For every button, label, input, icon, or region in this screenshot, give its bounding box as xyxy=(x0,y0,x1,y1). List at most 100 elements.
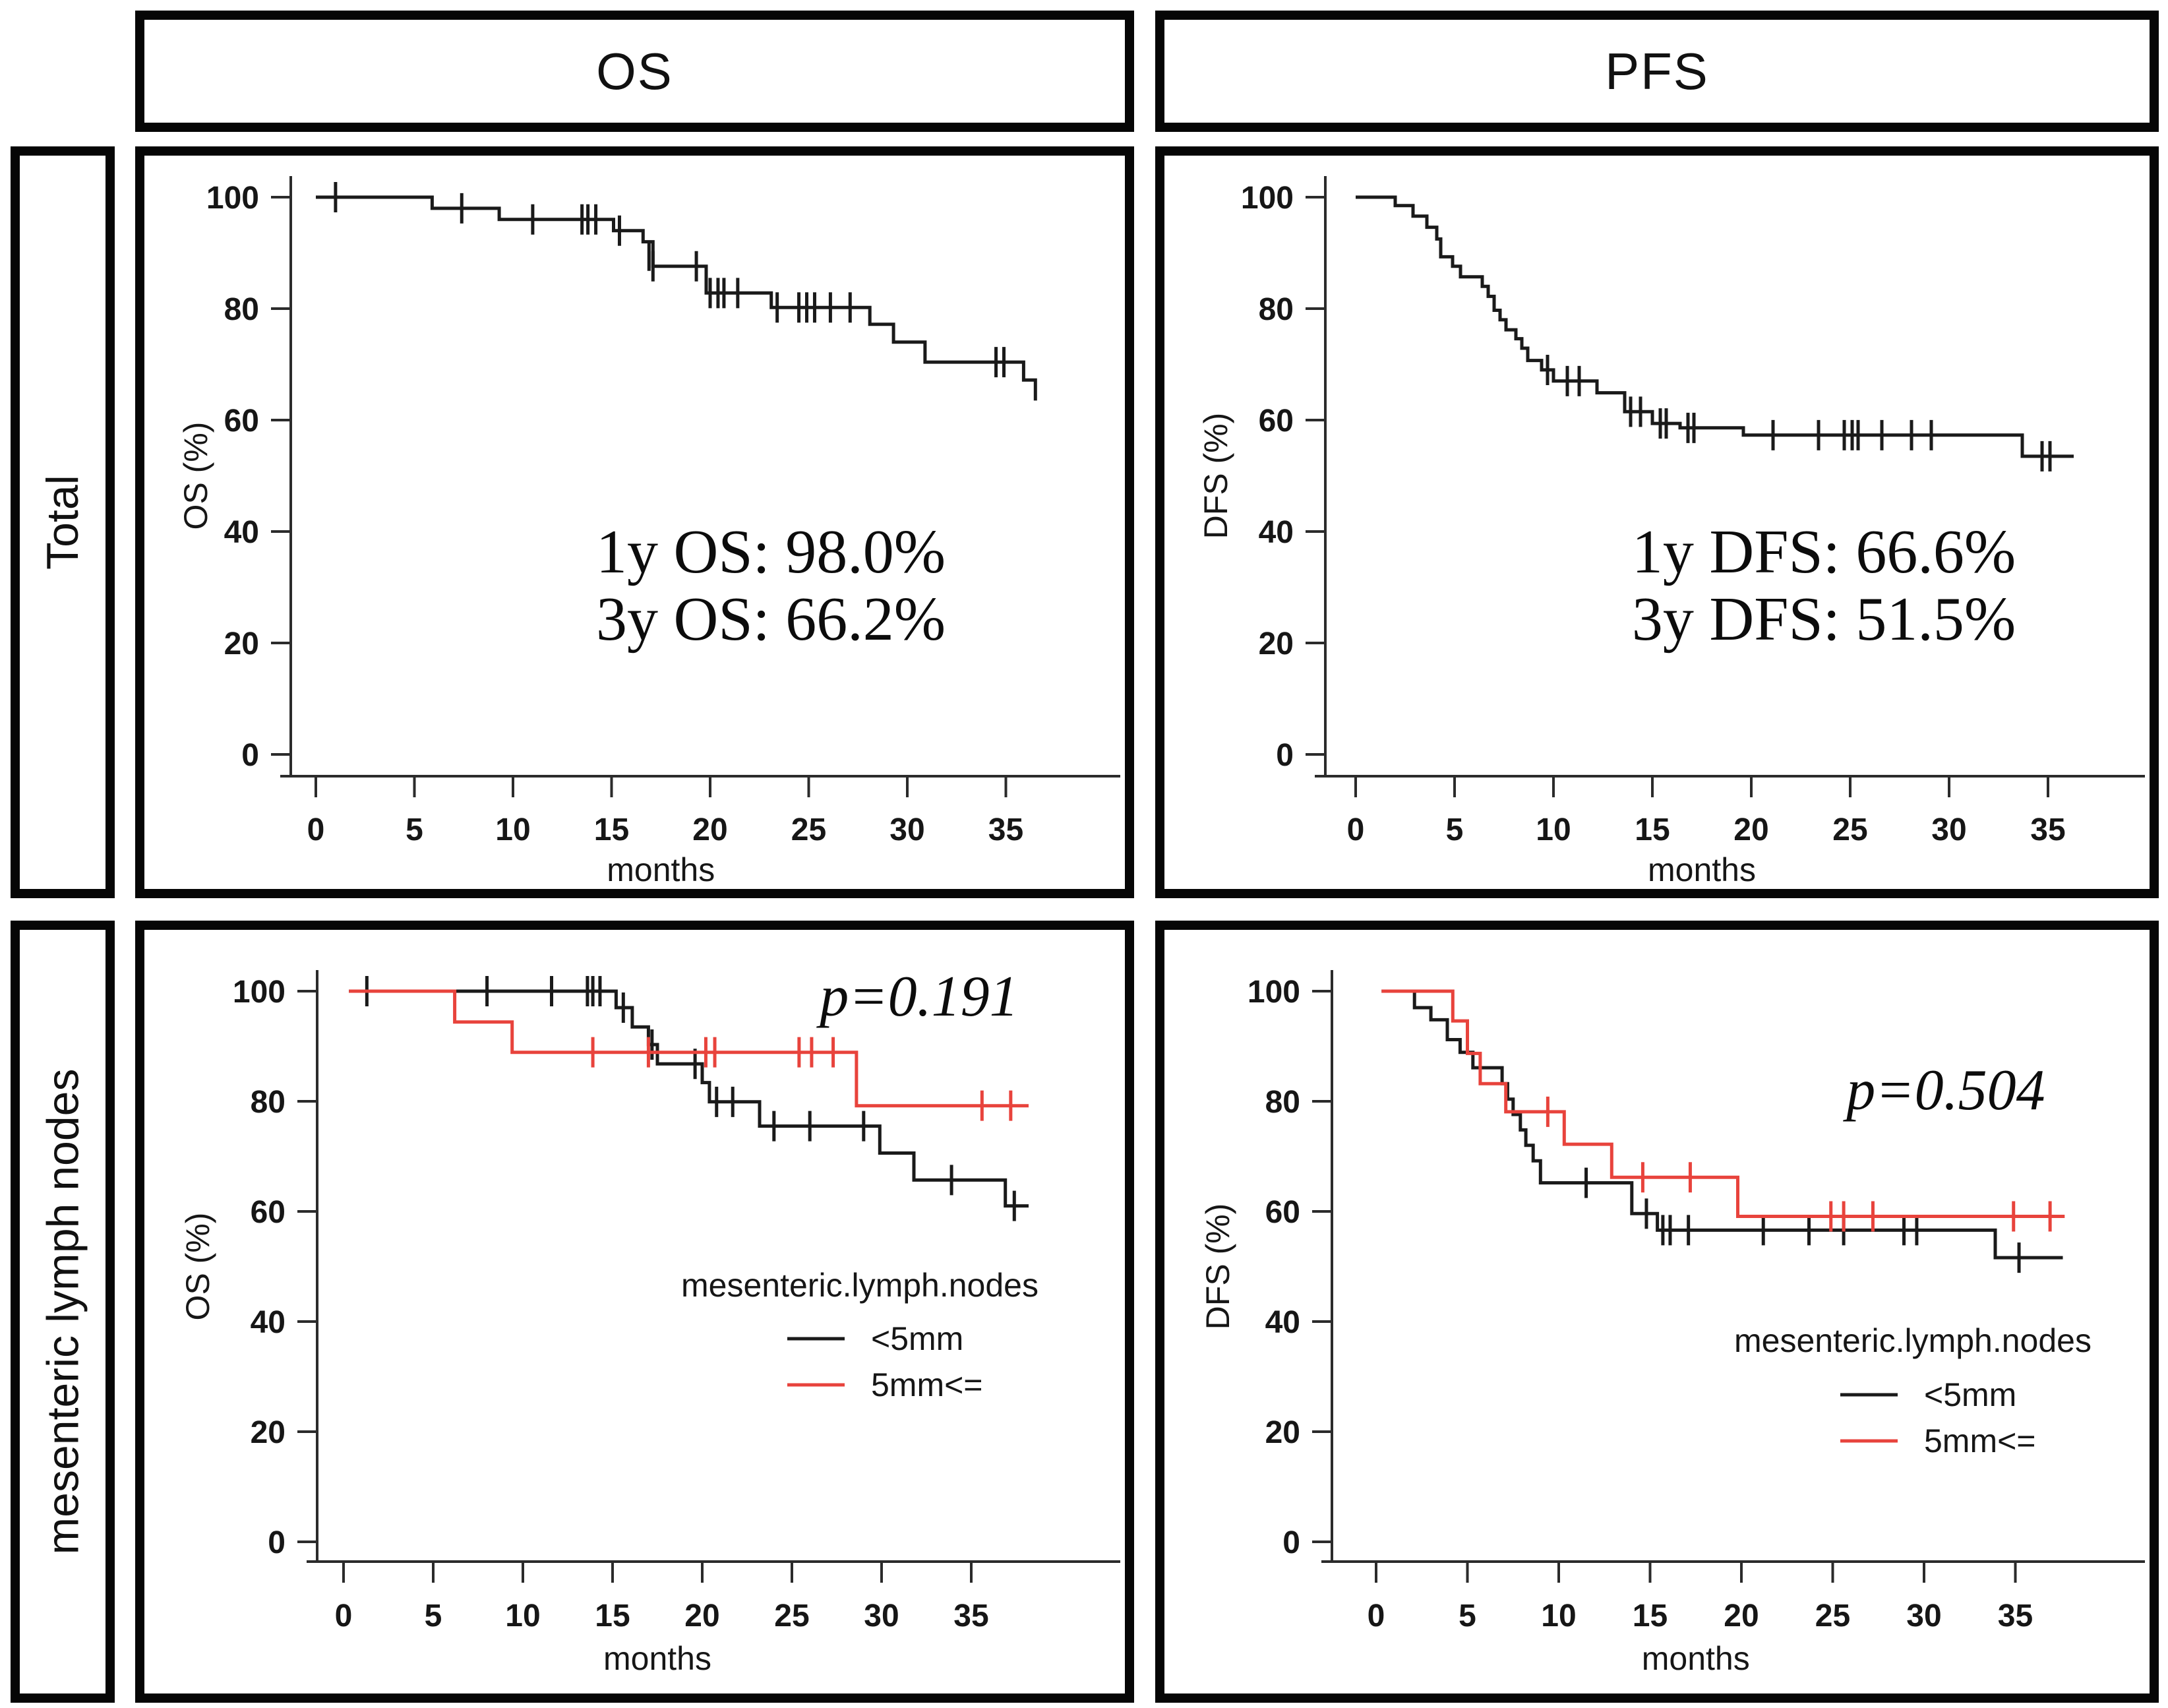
y-tick-label: 100 xyxy=(206,181,259,216)
x-tick-label: 35 xyxy=(1998,1599,2033,1633)
x-tick-label: 20 xyxy=(1733,812,1768,847)
tick-labels: 0 20 40 60 80 100 0 5 10 15 20 25 30 35 xyxy=(1248,975,2033,1633)
survival-annotation: 1y DFS: 66.6% xyxy=(1632,518,2016,586)
y-tick-label: 40 xyxy=(251,1305,286,1340)
y-tick-label: 20 xyxy=(1265,1415,1300,1450)
y-tick-label: 60 xyxy=(1259,404,1294,439)
censor-marks-OS xyxy=(334,182,1006,378)
x-axis-title: months xyxy=(1648,851,1756,888)
x-tick-label: 20 xyxy=(692,812,727,847)
y-tick-label: 60 xyxy=(224,404,259,439)
x-tick-label: 35 xyxy=(988,812,1023,847)
x-tick-label: 30 xyxy=(864,1599,899,1633)
km-chart-mln-os: 0 20 40 60 80 100 0 5 10 15 20 25 30 35 months OS (%) p=… xyxy=(179,965,1120,1677)
x-tick-label: 10 xyxy=(495,812,530,847)
legend-item-label: <5mm xyxy=(1924,1376,2016,1413)
panel-total-os: 0 20 40 60 80 100 0 5 10 15 20 25 30 35 months OS (%) 1y… xyxy=(135,146,1134,898)
x-tick-label: 0 xyxy=(335,1599,353,1633)
y-tick-label: 80 xyxy=(1259,292,1294,327)
panel-mln-pfs: 0 20 40 60 80 100 0 5 10 15 20 25 30 35 months DFS (%) p… xyxy=(1155,921,2159,1703)
x-tick-label: 0 xyxy=(1347,812,1365,847)
row-header-total: Total xyxy=(11,146,115,898)
p-value-label: p=0.504 xyxy=(1842,1058,2045,1122)
x-tick-label: 20 xyxy=(684,1599,719,1633)
axes xyxy=(1306,176,2145,797)
panel-mln-os: 0 20 40 60 80 100 0 5 10 15 20 25 30 35 months OS (%) p=… xyxy=(135,921,1134,1703)
x-tick-label: 20 xyxy=(1724,1599,1759,1633)
x-tick-label: 25 xyxy=(1832,812,1867,847)
column-header-os-label: OS xyxy=(596,42,673,100)
survival-annotation: 3y DFS: 51.5% xyxy=(1632,585,2016,654)
tick-labels: 0 20 40 60 80 100 0 5 10 15 20 25 30 35 xyxy=(233,975,989,1633)
legend-item-label: 5mm<= xyxy=(871,1366,983,1403)
legend-title: mesenteric.lymph.nodes xyxy=(681,1267,1039,1304)
x-tick-label: 35 xyxy=(953,1599,988,1633)
x-tick-label: 5 xyxy=(406,812,423,847)
x-tick-label: 30 xyxy=(1906,1599,1941,1633)
y-tick-label: 60 xyxy=(1265,1195,1300,1230)
y-axis-title: DFS (%) xyxy=(1199,1204,1236,1330)
column-header-pfs: PFS xyxy=(1155,11,2159,132)
x-tick-label: 10 xyxy=(1536,812,1571,847)
km-curve-DFS xyxy=(1356,195,2074,458)
x-tick-label: 30 xyxy=(1931,812,1966,847)
km-chart-total-os: 0 20 40 60 80 100 0 5 10 15 20 25 30 35 months OS (%) 1y… xyxy=(177,176,1120,888)
legend: mesenteric.lymph.nodes <5mm 5mm<= xyxy=(681,1267,1039,1403)
y-tick-label: 20 xyxy=(1259,626,1294,661)
y-tick-label: 40 xyxy=(224,515,259,550)
y-tick-label: 80 xyxy=(224,292,259,327)
legend: mesenteric.lymph.nodes <5mm 5mm<= xyxy=(1734,1322,2092,1459)
y-tick-label: 40 xyxy=(1265,1305,1300,1340)
x-axis-title: months xyxy=(607,851,715,888)
y-tick-label: 80 xyxy=(1265,1085,1300,1120)
row-header-total-label: Total xyxy=(38,475,88,570)
y-tick-label: 0 xyxy=(241,738,259,773)
km-curve-5mm<= xyxy=(1381,989,2065,1218)
x-tick-label: 25 xyxy=(1815,1599,1850,1633)
y-tick-label: 20 xyxy=(251,1415,286,1450)
column-header-pfs-label: PFS xyxy=(1605,42,1709,100)
row-header-mesenteric-lymph-nodes-label: mesenteric lymph nodes xyxy=(38,1068,88,1555)
tick-labels: 0 20 40 60 80 100 0 5 10 15 20 25 30 35 xyxy=(1241,181,2066,847)
axes xyxy=(297,970,1120,1583)
x-tick-label: 35 xyxy=(2030,812,2065,847)
x-axis-title: months xyxy=(603,1640,711,1677)
x-tick-label: 5 xyxy=(1446,812,1464,847)
censor-marks-5mm<= xyxy=(1546,1096,2052,1232)
y-tick-label: 20 xyxy=(224,626,259,661)
x-tick-label: 0 xyxy=(1368,1599,1385,1633)
column-header-os: OS xyxy=(135,11,1134,132)
y-axis-title: DFS (%) xyxy=(1197,413,1234,539)
km-curve-OS xyxy=(316,195,1037,401)
row-header-mesenteric-lymph-nodes: mesenteric lymph nodes xyxy=(11,921,115,1703)
km-chart-total-pfs: 0 20 40 60 80 100 0 5 10 15 20 25 30 35 months DFS (%) 1… xyxy=(1197,176,2145,888)
y-tick-label: 80 xyxy=(251,1085,286,1120)
panel-total-pfs: 0 20 40 60 80 100 0 5 10 15 20 25 30 35 months DFS (%) 1… xyxy=(1155,146,2159,898)
censor-marks-5mm<= xyxy=(591,1037,1013,1121)
tick-labels: 0 20 40 60 80 100 0 5 10 15 20 25 30 35 xyxy=(206,181,1023,847)
km-chart-mln-pfs: 0 20 40 60 80 100 0 5 10 15 20 25 30 35 months DFS (%) p… xyxy=(1199,970,2145,1677)
y-axis-title: OS (%) xyxy=(179,1213,216,1321)
km-curve-5mm<= xyxy=(349,989,1029,1108)
legend-item-label: 5mm<= xyxy=(1924,1422,2036,1459)
x-tick-label: 25 xyxy=(774,1599,809,1633)
legend-item-label: <5mm xyxy=(871,1320,963,1357)
censor-marks-DFS xyxy=(1546,354,2052,472)
censor-marks-<5mm xyxy=(1584,1167,2021,1273)
km-curve-<5mm xyxy=(1381,989,2063,1260)
y-axis-title: OS (%) xyxy=(177,422,214,530)
p-value-label: p=0.191 xyxy=(816,965,1018,1029)
y-tick-label: 0 xyxy=(1276,738,1294,773)
survival-annotation: 3y OS: 66.2% xyxy=(596,585,946,654)
x-tick-label: 10 xyxy=(505,1599,540,1633)
legend-title: mesenteric.lymph.nodes xyxy=(1734,1322,2092,1359)
survival-annotation: 1y OS: 98.0% xyxy=(596,518,946,586)
y-tick-label: 100 xyxy=(1241,181,1294,216)
x-axis-title: months xyxy=(1642,1640,1750,1677)
y-tick-label: 100 xyxy=(233,975,286,1010)
x-tick-label: 15 xyxy=(595,1599,630,1633)
x-tick-label: 5 xyxy=(425,1599,442,1633)
x-tick-label: 15 xyxy=(1635,812,1670,847)
y-tick-label: 0 xyxy=(268,1525,286,1560)
